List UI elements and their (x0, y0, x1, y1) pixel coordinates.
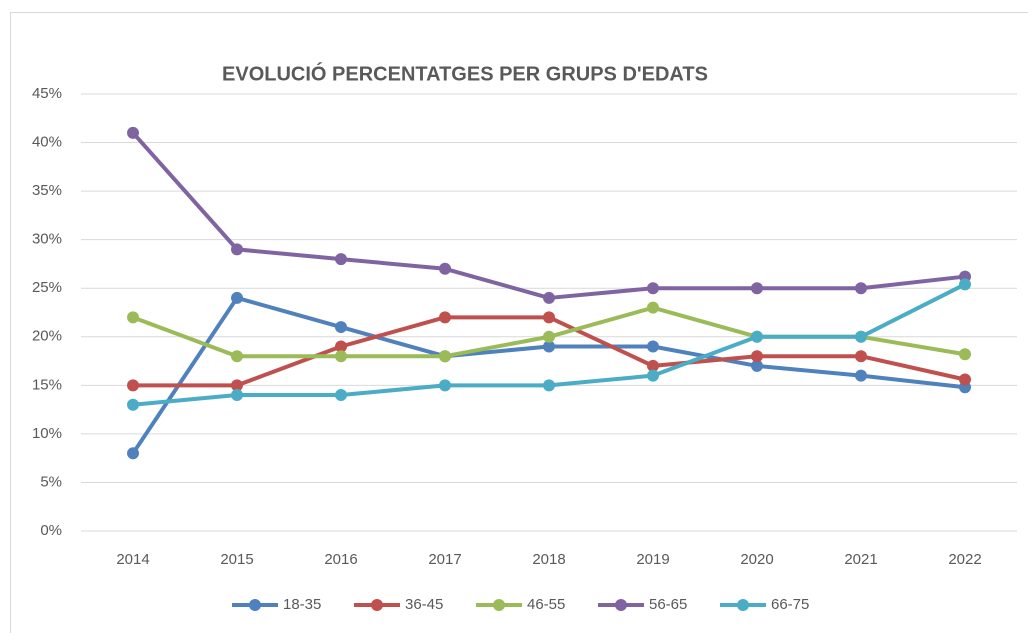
marker (127, 398, 139, 411)
marker (751, 350, 763, 363)
x-tick-label: 2019 (636, 551, 669, 568)
y-tick-label: 15% (32, 376, 62, 393)
marker (543, 311, 555, 324)
marker (647, 301, 659, 314)
marker (231, 379, 243, 392)
marker (335, 321, 347, 334)
y-tick-label: 45% (32, 85, 62, 102)
legend-label: 56-65 (649, 596, 687, 613)
chart-border (10, 12, 1028, 633)
marker (231, 243, 243, 256)
marker (855, 350, 867, 363)
marker (959, 348, 971, 361)
legend-marker (371, 599, 383, 611)
x-tick-label: 2020 (740, 551, 773, 568)
legend-label: 46-55 (527, 596, 565, 613)
marker (751, 359, 763, 372)
marker (439, 262, 451, 275)
marker (855, 330, 867, 343)
marker (647, 340, 659, 353)
marker (231, 389, 243, 402)
legend-marker (249, 599, 261, 611)
marker (751, 282, 763, 295)
x-tick-label: 2018 (532, 551, 565, 568)
marker (127, 379, 139, 392)
marker (543, 291, 555, 304)
marker (127, 126, 139, 139)
y-tick-label: 5% (40, 473, 62, 490)
marker (647, 359, 659, 372)
marker (959, 278, 971, 291)
y-tick-label: 30% (32, 231, 62, 248)
marker (335, 389, 347, 402)
legend-marker (737, 599, 749, 611)
marker (127, 311, 139, 324)
y-tick-label: 40% (32, 134, 62, 151)
marker (959, 373, 971, 386)
marker (335, 350, 347, 363)
marker (439, 350, 451, 363)
marker (543, 379, 555, 392)
legend-label: 66-75 (771, 596, 809, 613)
marker (751, 330, 763, 343)
marker (231, 291, 243, 304)
x-tick-label: 2017 (428, 551, 461, 568)
marker (647, 369, 659, 382)
marker (647, 282, 659, 295)
y-tick-label: 0% (40, 522, 62, 539)
marker (335, 253, 347, 266)
marker (439, 311, 451, 324)
marker (231, 350, 243, 363)
marker (855, 369, 867, 382)
x-tick-label: 2022 (948, 551, 981, 568)
x-tick-label: 2021 (844, 551, 877, 568)
y-tick-label: 25% (32, 279, 62, 296)
legend-label: 18-35 (283, 596, 321, 613)
marker (335, 340, 347, 353)
y-tick-label: 35% (32, 182, 62, 199)
marker (855, 282, 867, 295)
y-tick-label: 20% (32, 328, 62, 345)
legend-label: 36-45 (405, 596, 443, 613)
chart-title: EVOLUCIÓ PERCENTATGES PER GRUPS D'EDATS (222, 61, 708, 85)
marker (439, 379, 451, 392)
x-tick-label: 2014 (116, 551, 149, 568)
x-tick-label: 2015 (220, 551, 253, 568)
marker (543, 330, 555, 343)
marker (127, 447, 139, 460)
x-tick-label: 2016 (324, 551, 357, 568)
y-tick-label: 10% (32, 425, 62, 442)
legend-marker (493, 599, 505, 611)
marker (543, 340, 555, 353)
legend-marker (615, 599, 627, 611)
